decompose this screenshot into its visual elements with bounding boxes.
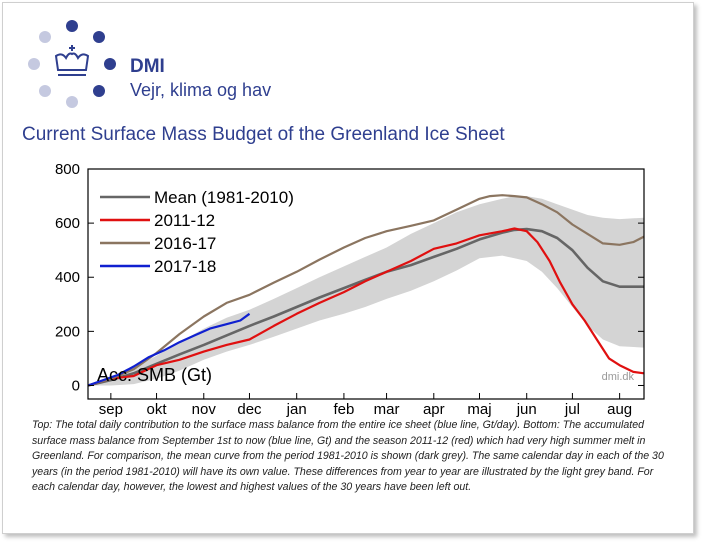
figure-caption: Top: The total daily contribution to the…: [32, 419, 664, 494]
legend-label: 2011-12: [154, 211, 215, 230]
logo-dot: [93, 31, 105, 43]
x-tick-label: okt: [147, 401, 168, 418]
series-line-mean-1981-2010-: [87, 227, 644, 387]
x-tick-label: jul: [564, 401, 580, 418]
dmi-logo: [28, 20, 116, 108]
series-line-2016-17: [87, 194, 645, 387]
y-axis-label: Acc. SMB (Gt): [97, 365, 212, 385]
y-tick-label: 400: [55, 269, 80, 286]
logo-dot: [28, 58, 40, 70]
page-title: Current Surface Mass Budget of the Green…: [22, 124, 505, 145]
x-tick-label: aug: [607, 401, 632, 418]
logo-dot: [66, 96, 78, 108]
x-tick-label: mar: [374, 401, 400, 418]
x-tick-label: nov: [192, 401, 217, 418]
x-tick-label: feb: [333, 401, 354, 418]
brand-tagline: Vejr, klima og hav: [130, 80, 272, 100]
smb-chart: 0 200 400 600 800 sep okt nov dec jan feb mar apr maj…: [55, 161, 645, 418]
legend-label: Mean (1981-2010): [154, 188, 294, 207]
legend-label: 2016-17: [154, 234, 216, 253]
y-tick-label: 0: [72, 377, 80, 394]
series-line-2011-12: [87, 227, 645, 387]
crown-icon: [54, 45, 90, 76]
logo-dot: [39, 31, 51, 43]
x-tick-label: maj: [467, 401, 491, 418]
plot-frame: [87, 168, 645, 400]
x-tick-label: sep: [99, 401, 123, 418]
logo-dot: [66, 20, 78, 32]
legend-label: 2017-18: [154, 257, 216, 276]
y-tick-label: 200: [55, 323, 80, 340]
y-tick-label: 600: [55, 215, 80, 232]
brand-block: DMI Vejr, klima og hav: [130, 56, 271, 102]
y-tick-label: 800: [55, 161, 80, 178]
logo-dot: [93, 85, 105, 97]
brand-name: DMI: [130, 56, 165, 77]
x-tick-label: apr: [423, 401, 445, 418]
x-tick-label: jun: [516, 401, 537, 418]
x-tick-label: dec: [237, 401, 262, 418]
x-tick-label: jan: [286, 401, 307, 418]
logo-dot: [104, 58, 116, 70]
watermark: dmi.dk: [602, 371, 635, 383]
series-line-2017-18: [87, 312, 251, 387]
logo-dot: [39, 85, 51, 97]
range-band: [88, 196, 644, 386]
